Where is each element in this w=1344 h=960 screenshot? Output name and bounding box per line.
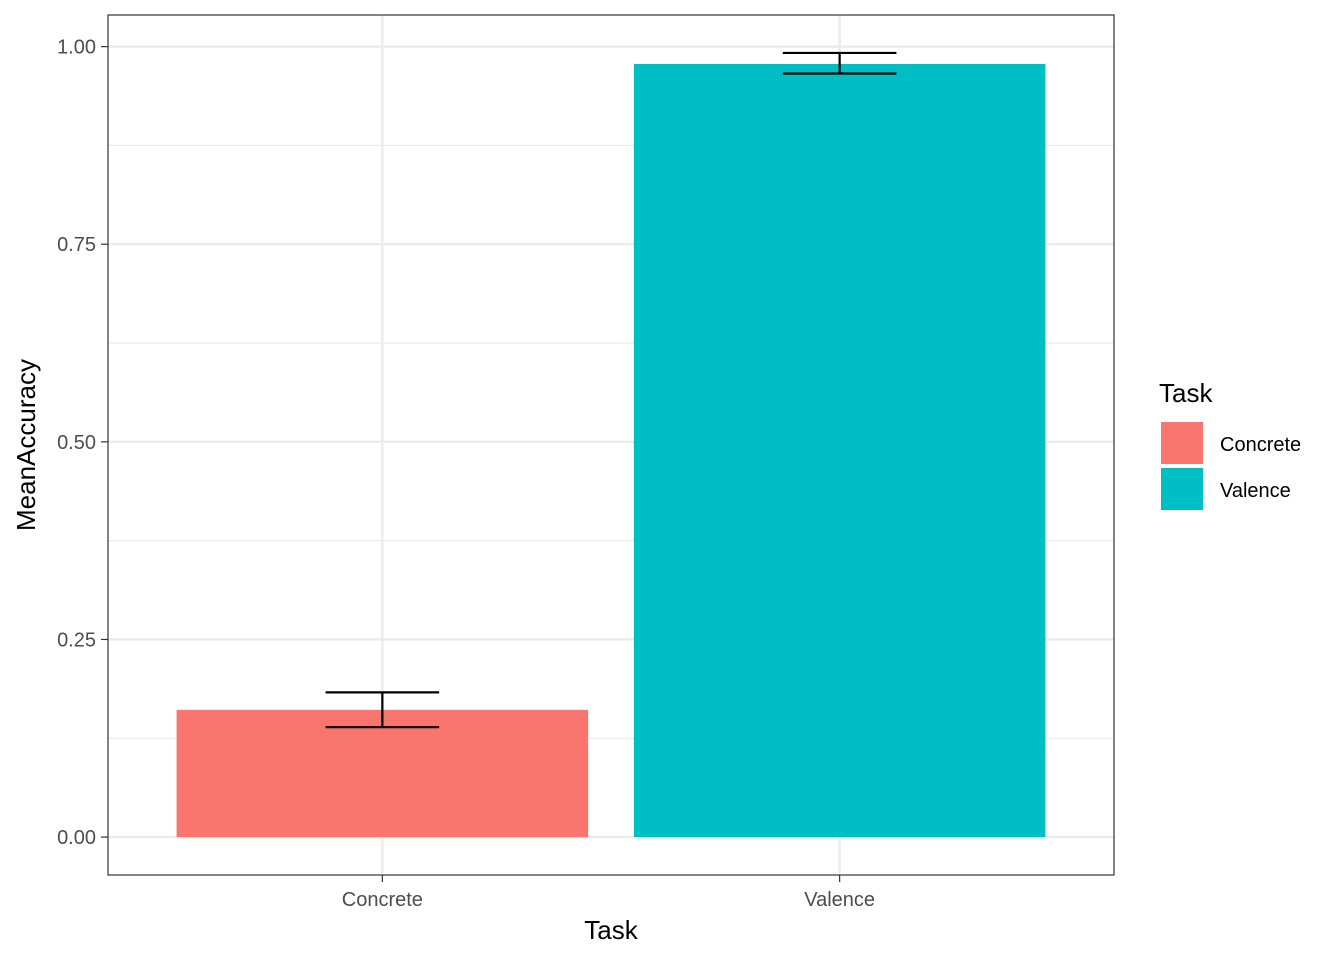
bar-valence [633,64,1046,838]
legend-title: Task [1159,378,1213,408]
y-tick-label: 1.00 [57,37,96,59]
error-bars [325,51,897,729]
x-axis-title: Task [584,915,638,945]
y-axis-title: MeanAccuracy [11,359,41,531]
y-tick-label: 0.50 [57,432,96,454]
y-tick-label: 0.00 [57,827,96,849]
legend-label-valence: Valence [1220,480,1291,502]
bars [176,64,1046,838]
legend-key-valence [1161,468,1203,510]
x-tick-label: Concrete [342,889,423,911]
y-tick-label: 0.25 [57,629,96,651]
x-tick-label: Valence [804,889,875,911]
bar-concrete [176,709,589,838]
y-tick-label: 0.75 [57,234,96,256]
x-axis: Concrete Valence [342,875,875,911]
legend-label-concrete: Concrete [1220,434,1301,456]
y-axis: 0.00 0.25 0.50 0.75 1.00 [57,37,108,849]
legend: Task Concrete Valence [1159,378,1301,510]
legend-key-concrete [1161,422,1203,464]
plot-panel-border [107,14,1115,876]
